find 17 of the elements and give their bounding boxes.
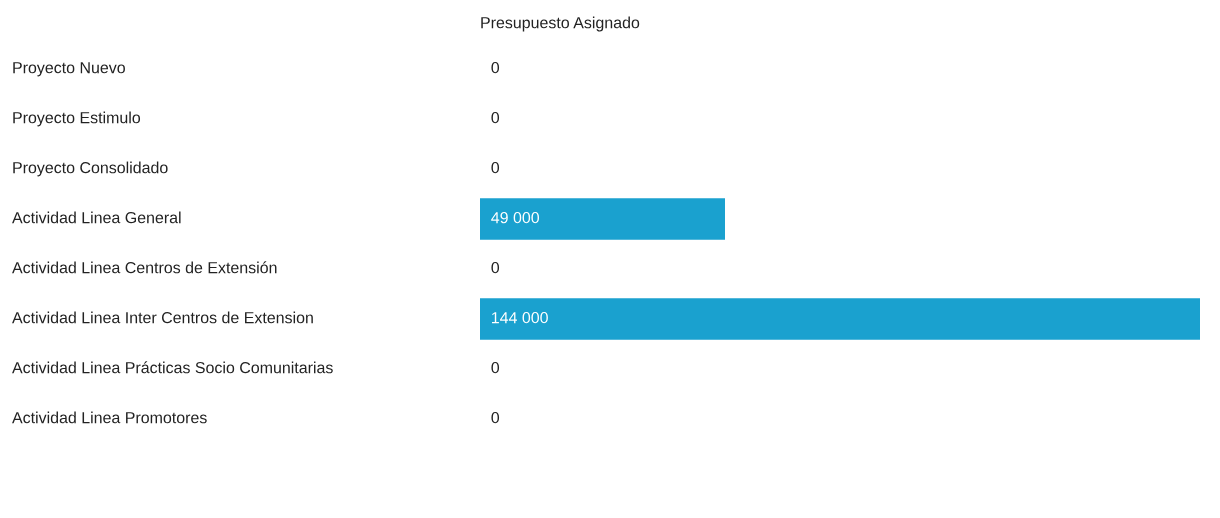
data-label: 144 000 bbox=[492, 311, 548, 324]
data-label: 0 bbox=[491, 411, 500, 424]
data-label: 0 bbox=[491, 261, 500, 274]
y-tick-label: Proyecto Estimulo bbox=[13, 111, 141, 127]
y-tick-label: Actividad Linea Inter Centros de Extension bbox=[12, 311, 313, 324]
y-tick-label: Actividad Linea Prácticas Socio Comunitarias bbox=[12, 361, 333, 374]
data-label: 0 bbox=[491, 161, 500, 174]
y-tick-label: Actividad Linea General bbox=[12, 211, 181, 224]
chart-title: Presupuesto Asignado bbox=[481, 16, 640, 32]
y-tick-label: Proyecto Nuevo bbox=[13, 62, 125, 77]
data-label: 0 bbox=[491, 111, 500, 124]
data-label: 0 bbox=[491, 361, 500, 374]
y-tick-label: Actividad Linea Centros de Extensión bbox=[12, 261, 277, 274]
y-tick-label: Proyecto Consolidado bbox=[13, 161, 168, 177]
y-tick-label: Actividad Linea Promotores bbox=[12, 411, 207, 424]
data-label: 0 bbox=[491, 61, 500, 74]
data-label: 49 000 bbox=[491, 211, 540, 224]
